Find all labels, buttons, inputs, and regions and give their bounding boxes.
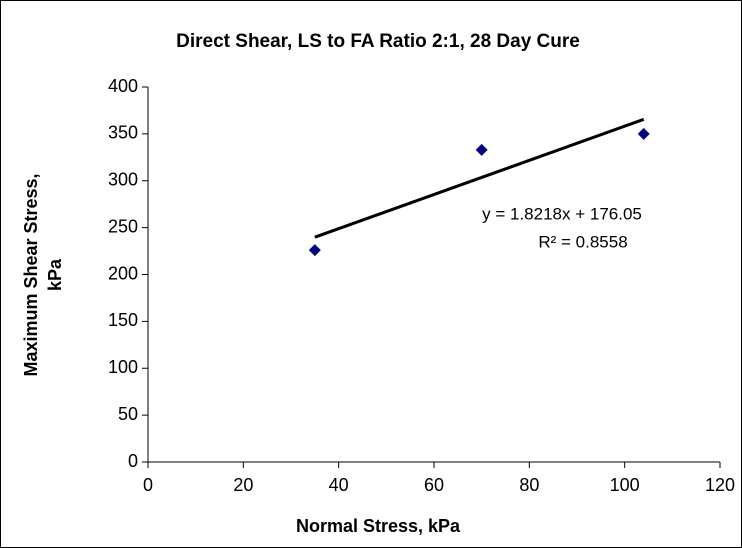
y-tick-label: 350 bbox=[108, 123, 138, 143]
x-tick-label: 120 bbox=[705, 475, 735, 495]
x-tick-label: 80 bbox=[519, 475, 539, 495]
chart-title: Direct Shear, LS to FA Ratio 2:1, 28 Day… bbox=[176, 31, 580, 52]
y-tick-label: 400 bbox=[108, 76, 138, 96]
y-tick-label: 150 bbox=[108, 310, 138, 330]
trendline-r-squared: R² = 0.8558 bbox=[538, 232, 627, 251]
x-tick-label: 0 bbox=[143, 475, 153, 495]
trendline bbox=[314, 117, 645, 239]
data-point bbox=[637, 127, 650, 140]
x-tick-label: 100 bbox=[610, 475, 640, 495]
y-tick-label: 300 bbox=[108, 170, 138, 190]
y-tick-label: 200 bbox=[108, 263, 138, 283]
x-tick-label: 60 bbox=[424, 475, 444, 495]
y-axis-label: Maximum Shear Stress, kPa bbox=[21, 173, 65, 376]
y-tick-label: 100 bbox=[108, 357, 138, 377]
y-tick-label: 0 bbox=[128, 451, 138, 471]
x-tick-label: 40 bbox=[329, 475, 349, 495]
data-point bbox=[475, 143, 488, 156]
y-tick-label: 250 bbox=[108, 216, 138, 236]
trendline-equation: y = 1.8218x + 176.05 bbox=[482, 204, 642, 223]
data-point bbox=[308, 244, 321, 257]
x-axis-label: Normal Stress, kPa bbox=[296, 516, 461, 536]
y-axis-label-line: Maximum Shear Stress, bbox=[21, 173, 41, 376]
y-tick-label: 50 bbox=[118, 404, 138, 424]
y-axis-label-line: kPa bbox=[45, 258, 65, 291]
x-tick-label: 20 bbox=[233, 475, 253, 495]
